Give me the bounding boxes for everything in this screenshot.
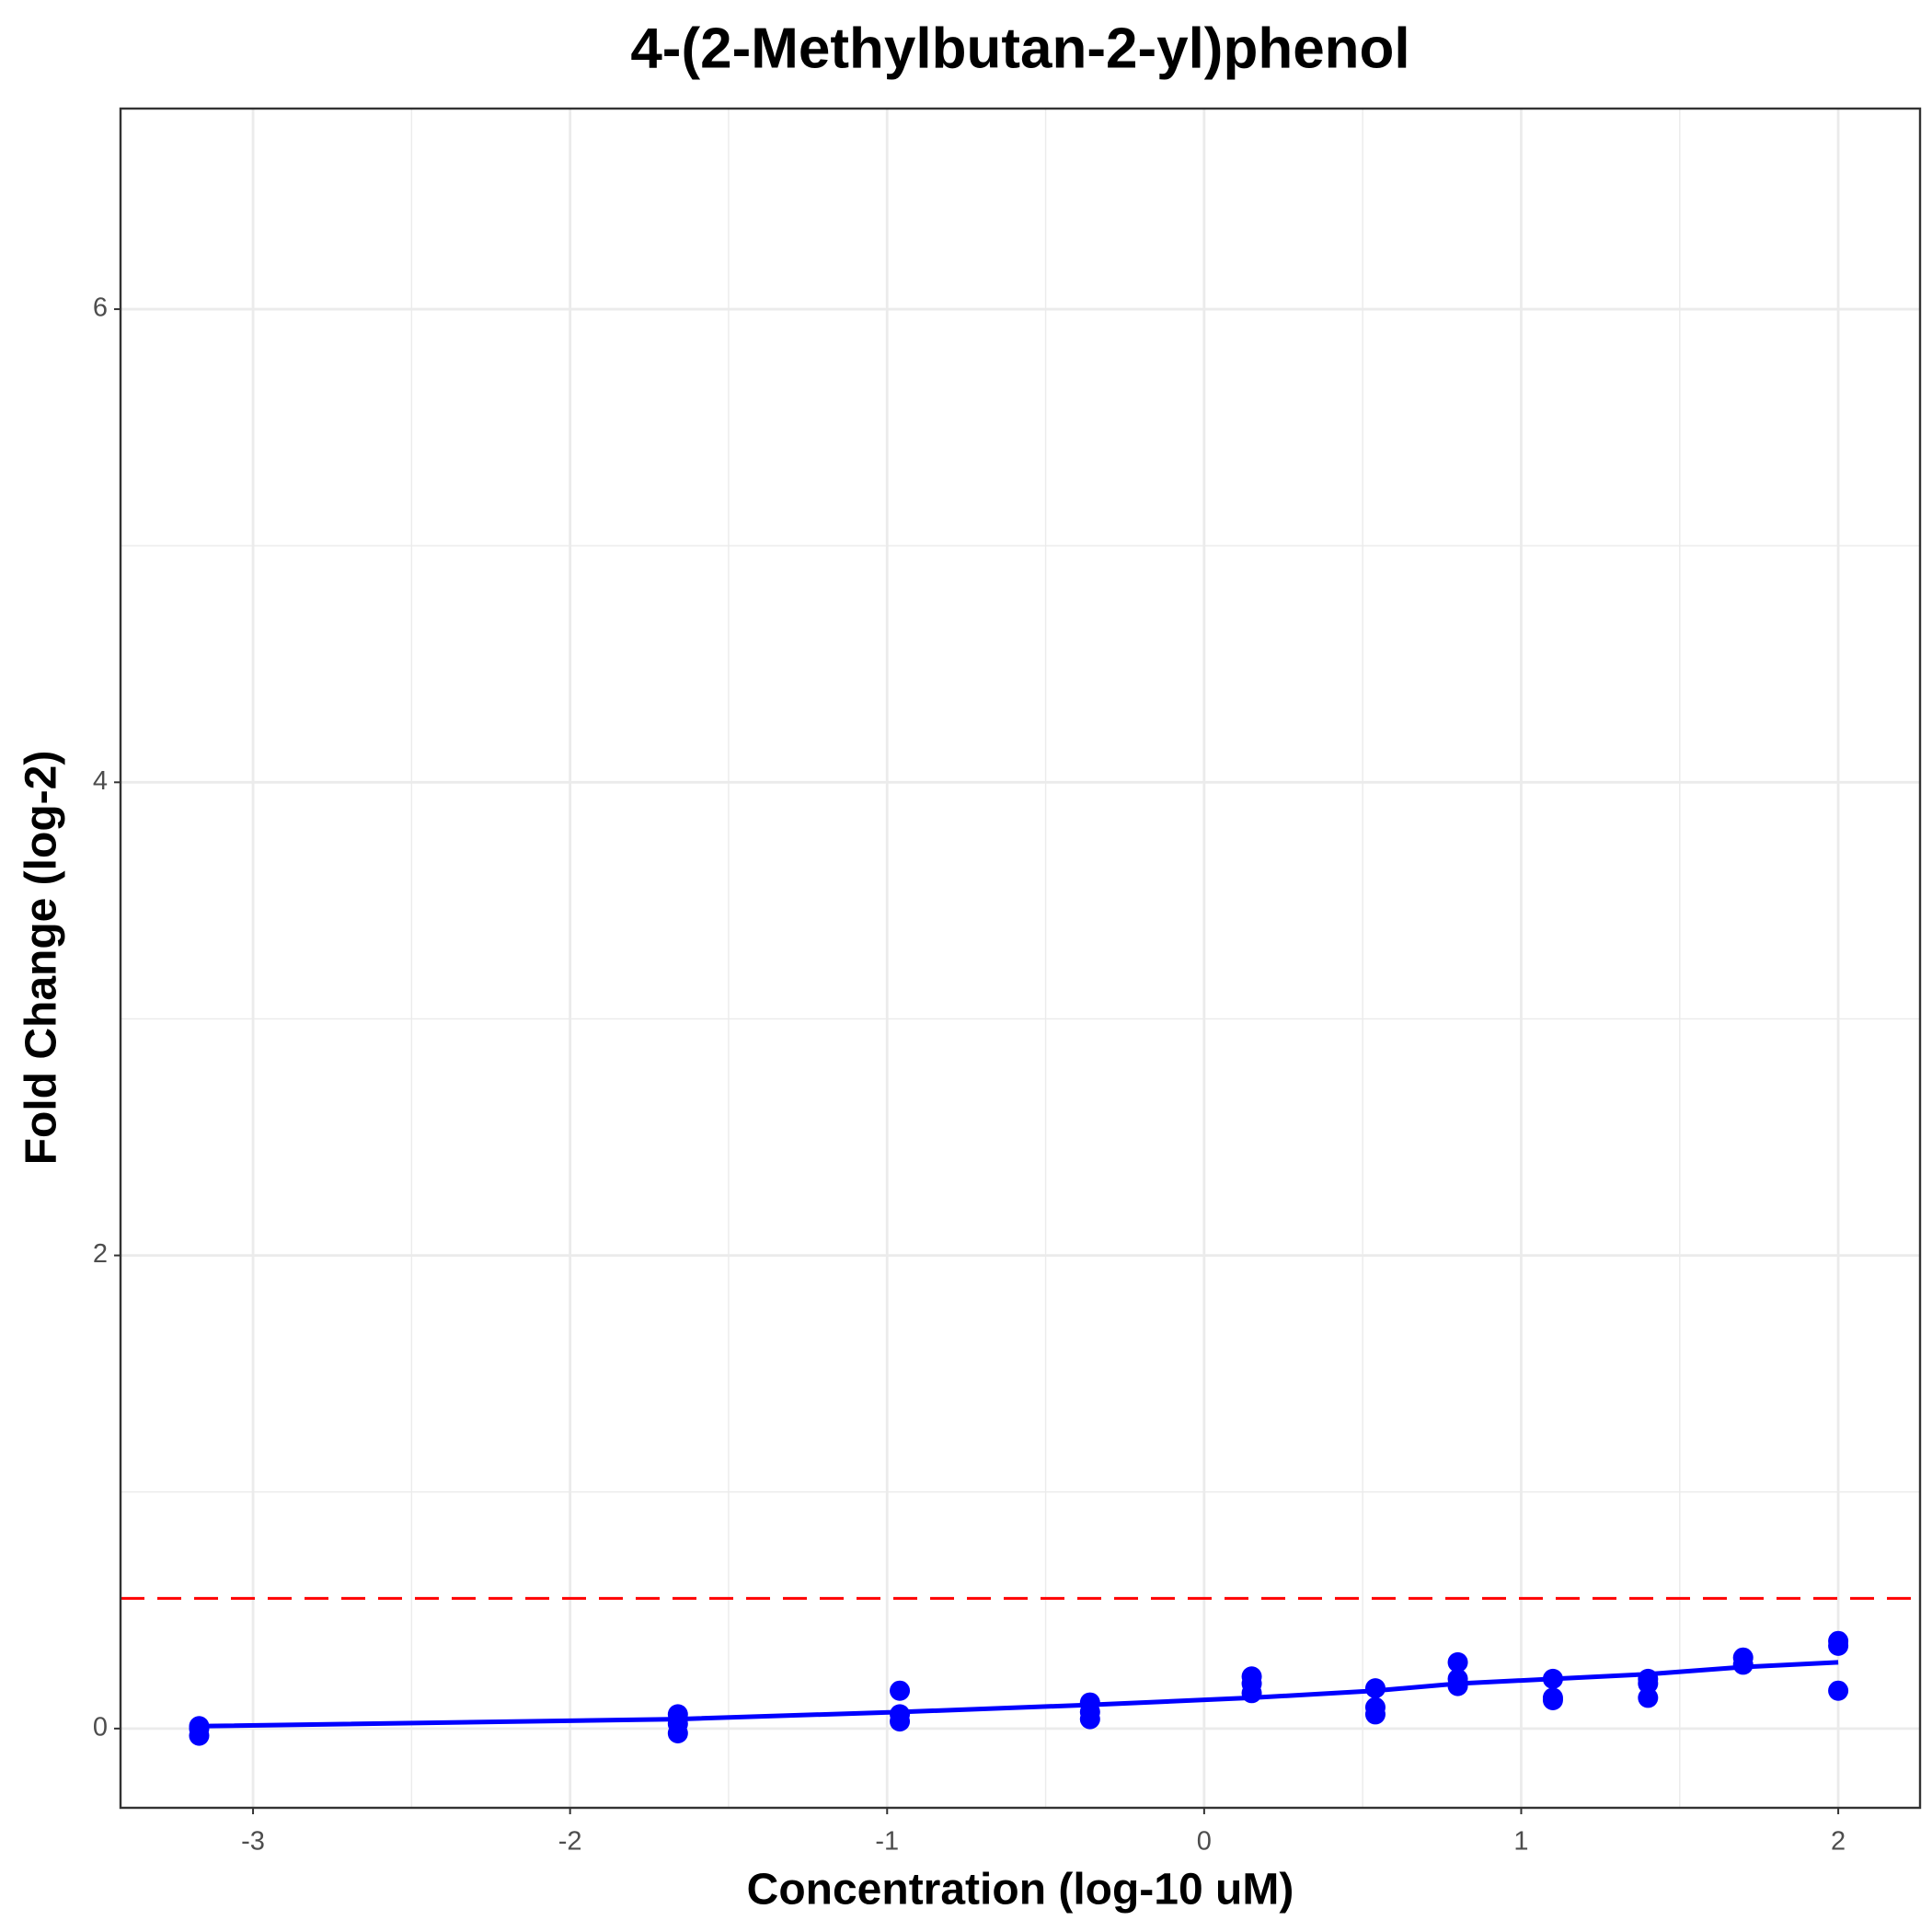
- chart-title: 4-(2-Methylbutan-2-yl)phenol: [630, 17, 1409, 80]
- y-tick-label: 0: [93, 1713, 108, 1742]
- point: [1828, 1635, 1849, 1656]
- x-tick-label: 2: [1831, 1827, 1846, 1857]
- x-tick-label: 0: [1197, 1827, 1212, 1857]
- y-tick-label: 6: [93, 293, 108, 323]
- point: [1638, 1687, 1659, 1708]
- y-tick-label: 2: [93, 1239, 108, 1269]
- point: [1447, 1675, 1468, 1696]
- y-axis-title: Fold Change (log-2): [17, 751, 66, 1166]
- x-tick-label: -3: [241, 1827, 265, 1857]
- point: [1364, 1678, 1386, 1699]
- point: [1447, 1651, 1468, 1673]
- point: [1732, 1654, 1754, 1675]
- panel-border: [119, 107, 1922, 1810]
- y-tick-label: 4: [93, 766, 108, 796]
- point: [667, 1723, 688, 1744]
- x-tick-label: -2: [558, 1827, 582, 1857]
- point: [890, 1711, 911, 1732]
- point: [1828, 1680, 1849, 1701]
- point: [189, 1718, 210, 1739]
- fit-line: [199, 1660, 1839, 1729]
- x-axis-title: Concentration (log-10 uM): [747, 1866, 1294, 1915]
- point: [1079, 1708, 1100, 1730]
- point: [1542, 1690, 1563, 1711]
- point: [890, 1680, 911, 1701]
- x-tick-label: -1: [875, 1827, 899, 1857]
- point: [1638, 1673, 1659, 1695]
- x-tick-label: 1: [1513, 1827, 1528, 1857]
- point: [1364, 1704, 1386, 1725]
